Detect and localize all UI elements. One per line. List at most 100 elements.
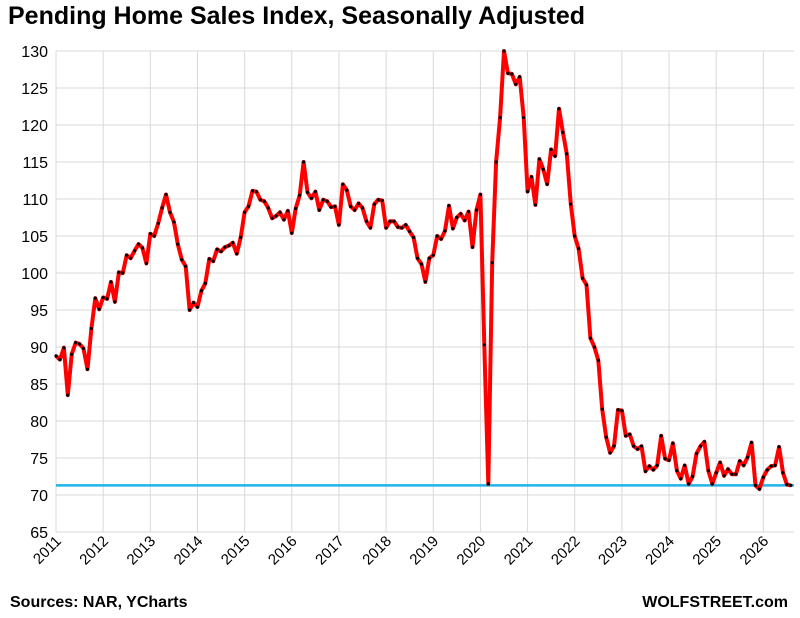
data-point — [722, 474, 726, 478]
data-point — [368, 226, 372, 230]
data-point — [223, 245, 227, 249]
data-point — [66, 393, 70, 397]
data-point — [168, 210, 172, 214]
data-point — [184, 264, 188, 268]
data-point — [54, 354, 58, 358]
data-point — [152, 234, 156, 238]
x-tick-label: 2013 — [124, 533, 160, 569]
data-point — [675, 468, 679, 473]
x-tick-label: 2020 — [454, 533, 490, 569]
data-point — [553, 154, 557, 158]
data-point — [592, 345, 596, 349]
data-point — [301, 160, 306, 164]
data-point — [443, 229, 447, 233]
data-point — [781, 471, 785, 475]
data-point — [380, 198, 384, 203]
y-tick-label: 70 — [30, 488, 48, 505]
data-point — [655, 463, 659, 467]
data-point — [777, 445, 781, 449]
data-point — [411, 235, 416, 240]
data-point — [235, 252, 239, 256]
data-point — [698, 444, 703, 448]
data-point — [525, 190, 530, 194]
x-tick-label: 2016 — [265, 533, 301, 569]
data-point — [415, 256, 420, 260]
data-point — [85, 367, 90, 371]
y-tick-label: 75 — [30, 451, 48, 468]
data-point — [419, 262, 424, 266]
x-tick-label: 2018 — [359, 533, 395, 569]
data-point — [565, 152, 569, 156]
series-line — [54, 49, 792, 492]
data-point — [757, 487, 762, 491]
data-point — [600, 407, 604, 411]
data-point — [77, 342, 82, 346]
data-point — [360, 206, 365, 210]
data-point — [738, 459, 742, 463]
data-point — [573, 234, 577, 238]
x-tick-label: 2017 — [312, 533, 348, 569]
data-point — [140, 246, 145, 250]
data-point — [254, 190, 259, 194]
data-point — [203, 281, 207, 285]
data-point — [396, 225, 400, 229]
data-point — [746, 455, 750, 459]
data-point — [470, 245, 475, 249]
data-point — [584, 283, 589, 287]
data-point — [191, 301, 196, 305]
data-point — [478, 192, 483, 197]
data-point — [313, 190, 317, 194]
data-point — [643, 469, 648, 473]
data-point — [321, 198, 325, 202]
data-point — [262, 199, 266, 203]
data-point — [431, 253, 435, 257]
data-point — [93, 296, 97, 300]
data-point — [270, 216, 274, 220]
data-point — [384, 226, 388, 230]
data-point — [274, 214, 278, 218]
data-point — [467, 209, 471, 214]
data-point — [333, 204, 337, 208]
data-point — [455, 215, 459, 220]
data-point — [105, 297, 109, 301]
data-point — [215, 247, 219, 251]
y-tick-label: 65 — [30, 525, 48, 542]
data-point — [195, 305, 200, 309]
data-point — [482, 343, 486, 347]
data-point — [227, 244, 231, 248]
data-point — [734, 472, 738, 476]
data-point — [164, 192, 168, 197]
data-point — [486, 482, 490, 486]
x-tick-label: 2015 — [218, 533, 254, 569]
data-point — [121, 271, 125, 275]
data-point — [604, 435, 608, 439]
data-point — [447, 204, 451, 208]
data-point — [187, 308, 192, 312]
data-point — [749, 440, 754, 445]
x-axis-ticks: 2011 2012 2013 2014 2015 2016 2017 2018 2019 2020… — [30, 533, 772, 569]
y-tick-label: 90 — [30, 340, 48, 357]
y-tick-label: 120 — [21, 118, 48, 135]
data-point — [639, 444, 644, 448]
data-point — [325, 199, 329, 203]
data-point — [435, 234, 439, 238]
data-point — [392, 219, 396, 223]
data-point — [298, 193, 302, 197]
data-point — [647, 464, 651, 468]
data-point — [632, 444, 636, 448]
data-point — [364, 219, 369, 223]
data-point — [459, 212, 463, 216]
data-point — [761, 475, 765, 479]
data-point — [180, 258, 184, 262]
data-point — [81, 346, 86, 351]
y-tick-label: 115 — [22, 155, 48, 172]
data-point — [117, 270, 121, 274]
data-point — [294, 207, 298, 211]
y-tick-label: 85 — [30, 377, 48, 394]
data-point — [549, 147, 553, 152]
data-point — [624, 434, 628, 438]
credit-note: WOLFSTREET.com — [642, 594, 788, 611]
data-point — [545, 182, 549, 186]
x-tick-label: 2021 — [501, 533, 537, 569]
data-point — [765, 468, 769, 472]
